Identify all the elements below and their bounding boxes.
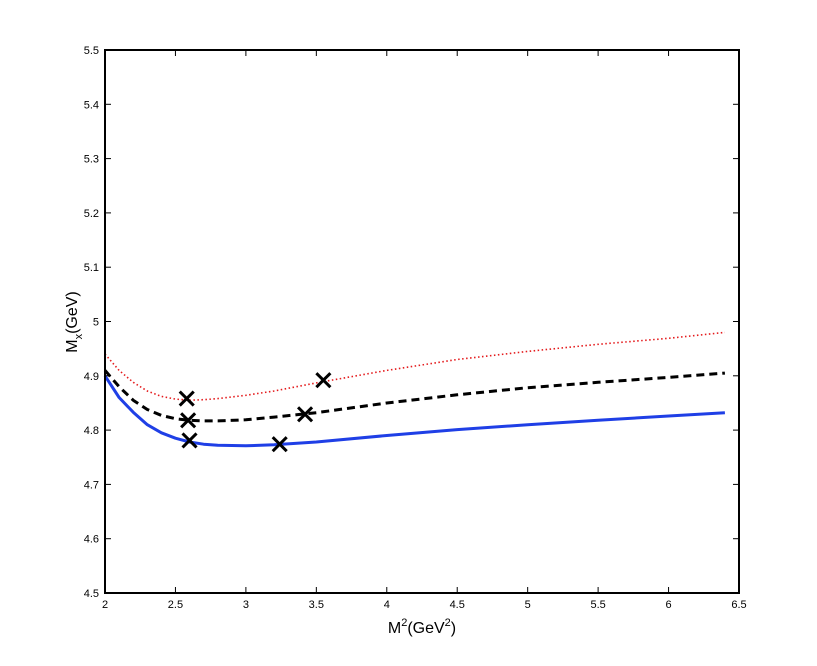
tick-layer: 2 2.5 3 3.5 4 4.5 5 5.5 6 6.5 4.5 4.6 4.7 4.8 4.9 5 5.1 5… bbox=[84, 45, 747, 611]
y-tick-label: 5.3 bbox=[84, 154, 99, 166]
y-tick-label: 4.6 bbox=[84, 534, 99, 546]
x-tick-label: 4.5 bbox=[450, 599, 465, 611]
series-line-dashed bbox=[103, 369, 726, 423]
y-tick-label: 5.4 bbox=[84, 99, 99, 111]
x-tick-label: 2.5 bbox=[168, 599, 183, 611]
x-tick-label: 5.5 bbox=[590, 599, 605, 611]
y-tick-label: 4.7 bbox=[84, 479, 99, 491]
cross-marker bbox=[178, 390, 195, 407]
cross-marker bbox=[315, 372, 332, 389]
y-tick-label: 5.2 bbox=[84, 208, 99, 220]
y-tick-label: 5.5 bbox=[84, 45, 99, 57]
x-tick-label: 5 bbox=[525, 599, 531, 611]
marker-layer bbox=[178, 372, 332, 453]
y-axis-label: Mx(GeV) bbox=[64, 291, 85, 353]
x-tick-label: 4 bbox=[384, 599, 390, 611]
y-tick-label: 5.1 bbox=[84, 262, 99, 274]
x-tick-label: 6.5 bbox=[731, 599, 746, 611]
series-layer bbox=[103, 331, 726, 448]
cross-marker bbox=[180, 412, 197, 429]
y-tick-label: 5 bbox=[93, 317, 99, 329]
plot-background bbox=[105, 50, 739, 593]
series-line-solid bbox=[103, 374, 725, 448]
cross-marker bbox=[181, 432, 198, 449]
y-tick-label: 4.5 bbox=[84, 588, 99, 600]
x-tick-label: 2 bbox=[102, 599, 108, 611]
cross-marker bbox=[271, 436, 288, 453]
cross-marker bbox=[297, 406, 314, 423]
y-tick-label: 4.8 bbox=[84, 425, 99, 437]
x-axis-label: M2(GeV2) bbox=[388, 617, 456, 637]
x-tick-label: 3.5 bbox=[309, 599, 324, 611]
x-tick-label: 6 bbox=[665, 599, 671, 611]
y-tick-label: 4.9 bbox=[84, 371, 99, 383]
x-tick-label: 3 bbox=[243, 599, 249, 611]
